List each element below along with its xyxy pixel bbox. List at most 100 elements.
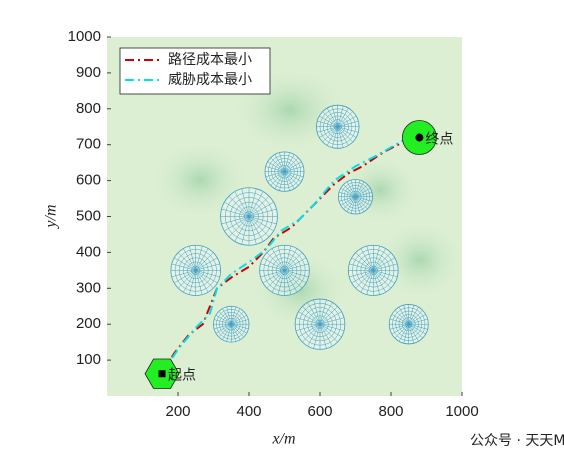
threat-mesh-spoke xyxy=(231,324,244,338)
x-tick-label: 600 xyxy=(307,403,332,420)
threat-mesh-spoke xyxy=(322,126,338,143)
threat xyxy=(388,304,429,345)
threat-mesh-spoke xyxy=(248,188,257,217)
threat-mesh-spoke xyxy=(178,270,196,289)
threat-mesh-spoke xyxy=(408,305,415,325)
threat-mesh-spoke xyxy=(350,196,356,214)
threat-mesh-spoke xyxy=(284,270,292,295)
threat-mesh-spoke xyxy=(319,324,327,349)
threat-mesh-spoke xyxy=(284,161,302,172)
threat-mesh-spoke xyxy=(224,201,250,217)
threat-mesh-spoke xyxy=(319,324,338,343)
threat-mesh-spoke xyxy=(231,324,237,342)
x-tick-label: 1000 xyxy=(445,403,478,420)
threat-mesh-spoke xyxy=(373,248,386,271)
threat-mesh-spoke xyxy=(394,324,409,339)
legend-box xyxy=(119,47,271,95)
threat-mesh-spoke xyxy=(284,152,290,172)
threat-mesh-spoke xyxy=(248,216,277,225)
y-tick-label: 300 xyxy=(76,279,101,296)
threat-mesh-spoke xyxy=(284,270,307,284)
y-tick-label: 500 xyxy=(76,207,101,224)
threat-mesh-spoke xyxy=(355,181,365,197)
threat-mesh-spoke xyxy=(262,257,285,271)
threat-mesh-spoke xyxy=(189,270,196,295)
threat-mesh-spoke xyxy=(343,196,356,210)
threat-mesh-spoke xyxy=(343,184,356,197)
threat-mesh-spoke xyxy=(248,191,264,217)
x-axis-label: x/m xyxy=(271,431,295,448)
threat-mesh-spoke xyxy=(391,323,409,335)
threat-mesh-spoke xyxy=(355,270,374,289)
threat-mesh-spoke xyxy=(284,171,304,177)
x-tick-label: 200 xyxy=(165,403,190,420)
threat-mesh-spoke xyxy=(228,216,250,237)
threat-mesh-spoke xyxy=(338,196,356,202)
threat-mesh-spoke xyxy=(394,310,409,325)
threat-mesh-spoke xyxy=(408,318,428,325)
threat-mesh-spoke xyxy=(214,323,232,330)
threat-mesh-spoke xyxy=(373,270,395,284)
threat-mesh-spoke xyxy=(313,299,321,325)
threat-mesh-spoke xyxy=(222,324,232,340)
threat-mesh-spoke xyxy=(307,324,321,347)
threat-mesh-spoke xyxy=(262,270,285,284)
threat-mesh-spoke xyxy=(298,323,321,337)
threat-mesh-spoke xyxy=(355,192,373,197)
threat-mesh-spoke xyxy=(355,196,371,206)
x-tick-label: 400 xyxy=(236,403,261,420)
threat-mesh-spoke xyxy=(284,154,295,172)
threat-mesh-spoke xyxy=(279,152,285,172)
threat-mesh-spoke xyxy=(195,257,218,271)
threat-mesh-spoke xyxy=(319,311,342,325)
threat-mesh-spoke xyxy=(349,263,374,271)
threat-mesh-spoke xyxy=(241,216,250,245)
threat-mesh-spoke xyxy=(307,302,321,325)
threat-mesh-spoke xyxy=(231,323,247,334)
threat-mesh-spoke xyxy=(270,171,285,186)
threat-mesh-spoke xyxy=(366,270,374,295)
threat-mesh-spoke xyxy=(265,171,285,177)
threat xyxy=(170,244,221,296)
threat-mesh-spoke xyxy=(267,161,285,172)
threat-mesh-spoke xyxy=(279,171,285,191)
threat-mesh-spoke xyxy=(174,270,196,284)
threat-mesh-spoke xyxy=(214,319,232,325)
threat-mesh-spoke xyxy=(331,126,338,148)
threat-mesh-spoke xyxy=(266,270,285,289)
threat-mesh-spoke xyxy=(337,126,359,133)
threat-mesh-spoke xyxy=(337,126,349,146)
threat-mesh-spoke xyxy=(317,126,338,133)
threat-mesh-spoke xyxy=(195,270,203,295)
threat-mesh-spoke xyxy=(337,126,357,138)
watermark: 公众号 · 天天Matlab xyxy=(470,433,564,449)
threat-mesh-spoke xyxy=(226,324,232,342)
threat-mesh-spoke xyxy=(351,257,374,271)
threat-mesh-spoke xyxy=(408,310,423,325)
legend-label: 威胁成本最小 xyxy=(168,72,252,88)
threat-mesh-spoke xyxy=(284,171,299,186)
y-tick-label: 900 xyxy=(76,64,101,81)
threat-mesh-spoke xyxy=(189,246,196,271)
threat xyxy=(259,244,310,296)
threat xyxy=(213,305,250,343)
threat-mesh-spoke xyxy=(391,314,409,325)
threat-mesh-spoke xyxy=(195,252,214,271)
threat-mesh-spoke xyxy=(373,270,386,293)
threat-mesh-spoke xyxy=(326,107,338,127)
threat-mesh-spoke xyxy=(319,302,333,325)
threat-mesh-spoke xyxy=(260,263,285,271)
threat-mesh-spoke xyxy=(408,324,423,339)
threat-mesh-spoke xyxy=(319,126,338,138)
threat-mesh-spoke xyxy=(228,196,250,217)
threat-mesh-spoke xyxy=(274,154,285,172)
threat-mesh-spoke xyxy=(267,171,285,182)
threat-mesh-spoke xyxy=(389,318,409,325)
threat-mesh-spoke xyxy=(338,192,356,197)
threat-mesh-spoke xyxy=(266,252,285,271)
threat-mesh-spoke xyxy=(337,126,344,148)
threat-mesh-spoke xyxy=(322,111,338,127)
threat xyxy=(220,187,278,246)
threat-mesh-spoke xyxy=(346,181,356,197)
